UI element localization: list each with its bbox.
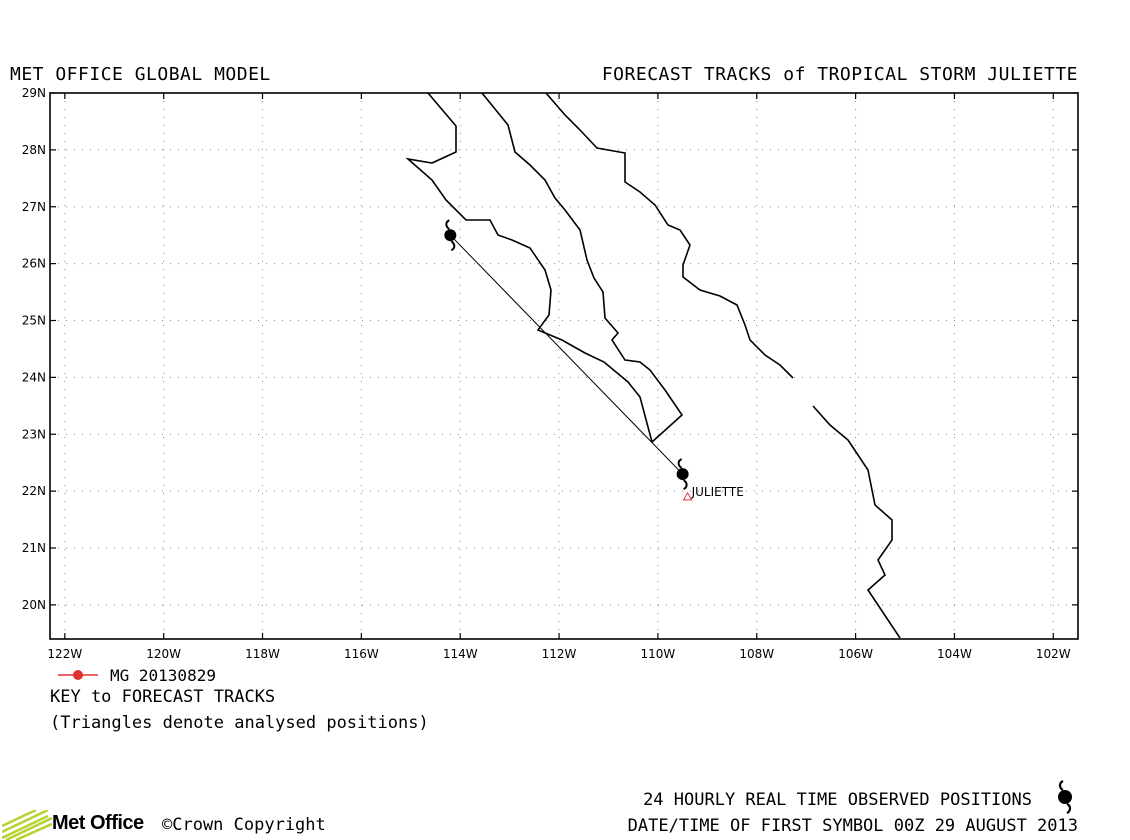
- lat-tick-label: 23N: [22, 427, 46, 441]
- lon-tick-label: 102W: [1036, 647, 1071, 661]
- axis-ticks: 29N 28N 27N 26N 25N 24N 23N 22N 21N 20N 122W 120W 11…: [22, 86, 1078, 661]
- map-grid: [50, 92, 1078, 639]
- cyclone-arm-top: [445, 219, 450, 230]
- model-title: MET OFFICE GLOBAL MODEL: [10, 64, 271, 85]
- lon-tick-label: 114W: [443, 647, 478, 661]
- cyclone-arm-top: [677, 458, 683, 469]
- cyclone-icon: [444, 219, 457, 252]
- baja-east-coast: [481, 92, 684, 443]
- lon-tick-label: 116W: [344, 647, 379, 661]
- lat-tick-label: 21N: [22, 541, 46, 555]
- lon-tick-label: 104W: [937, 647, 972, 661]
- mainland-coast-north: [545, 92, 794, 379]
- cyclone-icon: [676, 458, 689, 490]
- observed-positions-note: 24 HOURLY REAL TIME OBSERVED POSITIONS: [643, 790, 1032, 810]
- copyright-notice: ©Crown Copyright: [162, 815, 326, 835]
- baja-west-coast: [405, 92, 653, 443]
- lat-tick-label: 20N: [22, 598, 46, 612]
- lon-tick-label: 118W: [245, 647, 280, 661]
- key-note: (Triangles denote analysed positions): [50, 713, 429, 733]
- cyclone-eye: [444, 229, 457, 242]
- cyclone-icon: [1058, 780, 1072, 814]
- forecast-track-layer: JULIETTE: [444, 219, 744, 501]
- key-model-label: MG 20130829: [110, 666, 216, 685]
- cyclone-eye: [676, 468, 689, 481]
- lat-tick-label: 25N: [22, 314, 46, 328]
- lat-tick-label: 26N: [22, 257, 46, 271]
- lat-tick-label: 22N: [22, 484, 46, 498]
- analysed-position-triangle: [682, 491, 693, 501]
- key-heading: KEY to FORECAST TRACKS: [50, 687, 276, 707]
- lon-tick-label: 122W: [47, 647, 82, 661]
- map-frame: [49, 92, 1079, 640]
- storm-name-label: JULIETTE: [691, 485, 744, 499]
- coastline: [405, 92, 901, 639]
- lon-tick-label: 106W: [838, 647, 873, 661]
- lat-tick-label: 28N: [22, 143, 46, 157]
- lon-tick-label: 110W: [641, 647, 676, 661]
- lon-tick-label: 120W: [146, 647, 181, 661]
- lat-tick-label: 24N: [22, 370, 46, 384]
- lon-tick-label: 112W: [542, 647, 577, 661]
- lat-tick-label: 27N: [22, 200, 46, 214]
- forecast-track-line: [449, 234, 683, 475]
- cyclone-arm-bottom: [682, 479, 688, 490]
- cyclone-arm-bottom: [450, 240, 456, 252]
- lon-tick-label: 108W: [739, 647, 774, 661]
- mainland-coast-south: [812, 405, 901, 639]
- key-model-swatch: [58, 670, 98, 680]
- lat-tick-label: 29N: [22, 86, 46, 100]
- first-symbol-datetime: DATE/TIME OF FIRST SYMBOL 00Z 29 AUGUST …: [627, 816, 1078, 836]
- forecast-title: FORECAST TRACKS of TROPICAL STORM JULIET…: [601, 64, 1078, 85]
- met-office-logo-text: Met Office: [52, 812, 144, 834]
- met-office-logo-icon: [2, 810, 52, 840]
